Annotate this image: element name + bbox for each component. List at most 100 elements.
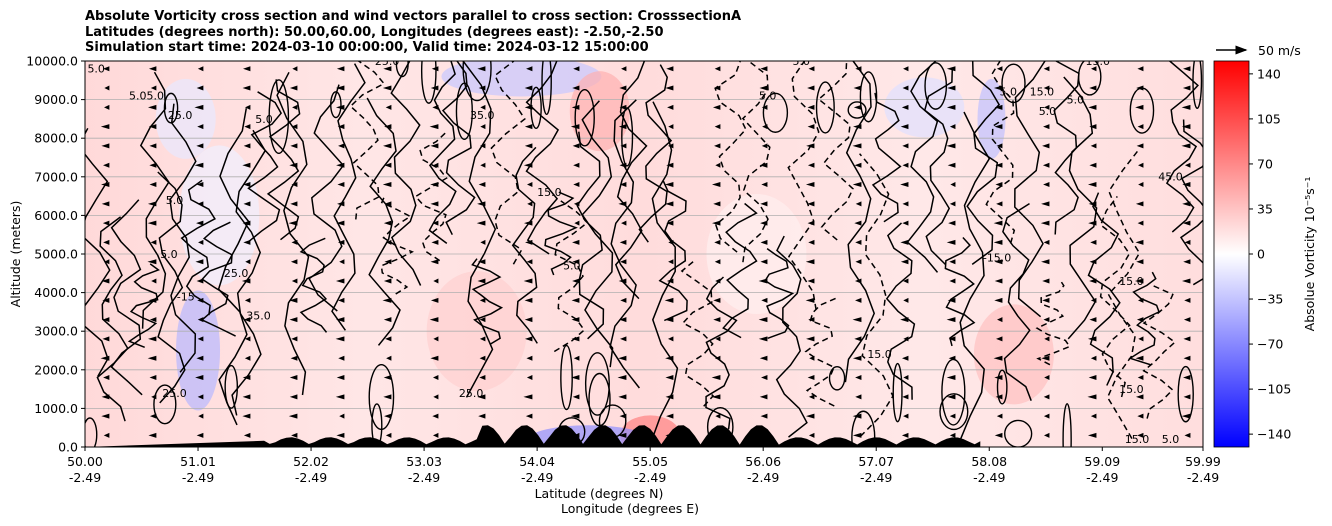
wind-vector (571, 336, 580, 342)
x-tick-label-longitude: -2.49 (182, 470, 214, 485)
wind-vector (902, 394, 909, 400)
wind-vector (903, 413, 909, 419)
wind-vector (290, 355, 298, 361)
contour-line (85, 127, 111, 377)
wind-vector (902, 278, 909, 284)
wind-vector (574, 220, 580, 226)
x-tick-label-latitude: 56.06 (745, 454, 781, 469)
x-tick-label-longitude: -2.49 (521, 470, 553, 485)
wind-vector (292, 66, 298, 72)
wind-vector (1090, 239, 1097, 245)
wind-vector (570, 124, 580, 130)
x-tick-label-latitude: 59.09 (1084, 454, 1120, 469)
wind-vector (430, 259, 439, 265)
contour-line (1128, 271, 1160, 366)
figure-title: Absolute Vorticity cross section and win… (85, 9, 741, 56)
wind-vector (573, 201, 580, 207)
wind-vector (103, 375, 110, 381)
wind-vector (993, 355, 1003, 361)
wind-vector (855, 201, 862, 207)
wind-vector (524, 336, 533, 342)
colorbar-tick-label: 140 (1257, 66, 1281, 81)
wind-vector (433, 394, 439, 400)
wind-vector (996, 66, 1003, 72)
wind-vector (1087, 432, 1097, 438)
wind-vector (478, 85, 486, 91)
wind-vector (242, 220, 251, 226)
contour-cell (85, 417, 98, 447)
x-tick-label-longitude: -2.49 (408, 470, 440, 485)
wind-vector (805, 297, 815, 303)
contour-label: 5.0 (759, 90, 777, 103)
wind-vector (619, 85, 627, 91)
wind-vector (147, 220, 157, 226)
wind-vector (289, 297, 298, 303)
contour-cell (924, 62, 948, 110)
wind-vector (1043, 66, 1050, 72)
wind-vector (526, 355, 533, 361)
contour-line (462, 61, 497, 398)
wind-vector (291, 278, 298, 284)
wind-vector (665, 201, 674, 207)
wind-vector (713, 317, 721, 323)
wind-vector (1137, 413, 1144, 419)
wind-vector (573, 182, 580, 188)
wind-vector (1090, 66, 1097, 72)
wind-vector (197, 201, 204, 207)
contour-label: 5.05.0 (129, 90, 164, 103)
wind-vector (243, 432, 251, 438)
contour-cell (847, 101, 867, 119)
wind-vector (1135, 355, 1144, 361)
contour-label: 5.0 (1039, 105, 1057, 118)
wind-vector (1090, 297, 1097, 303)
wind-vector (852, 143, 862, 149)
wind-vector (664, 317, 674, 323)
wind-vector (573, 355, 580, 361)
wind-vector (995, 394, 1003, 400)
wind-vector (947, 297, 956, 303)
contour-line (366, 97, 401, 346)
wind-vector (1041, 259, 1050, 265)
wind-vector (807, 278, 815, 284)
contour-line (1142, 284, 1177, 419)
wind-vector (242, 162, 251, 168)
wind-vector (102, 336, 110, 342)
wind-vector (336, 220, 345, 226)
vector-key: 50 m/s (1216, 43, 1301, 58)
wind-vector (853, 124, 862, 130)
wind-vector (524, 124, 533, 130)
contour-label: 5.0 (1067, 93, 1085, 106)
wind-vector (714, 143, 721, 149)
wind-vector (241, 278, 251, 284)
wind-vector (1042, 278, 1050, 284)
wind-vector (527, 201, 533, 207)
wind-vector (715, 413, 721, 419)
contour-label: 35.0 (246, 310, 271, 323)
colorbar-tick-label: 105 (1257, 111, 1281, 126)
wind-vector (1182, 182, 1191, 188)
wind-vector (197, 297, 204, 303)
wind-vector (1181, 124, 1191, 130)
wind-vector (1184, 297, 1191, 303)
wind-vector (1136, 85, 1144, 91)
wind-vector (946, 317, 956, 323)
wind-vector (335, 278, 345, 284)
contour-label: 15.0 (1119, 383, 1144, 396)
wind-vector (291, 182, 298, 188)
wind-vector (431, 66, 439, 72)
wind-vector (665, 394, 674, 400)
wind-vector (1138, 162, 1144, 168)
wind-vector (808, 432, 815, 438)
wind-vector (711, 375, 721, 381)
wind-vector (477, 201, 486, 207)
contour-line (308, 84, 345, 312)
wind-vector (101, 143, 110, 149)
contour-cell (574, 89, 595, 147)
wind-vector (666, 66, 674, 72)
contour-line (714, 61, 747, 253)
wind-vector (1137, 66, 1144, 72)
contour-line (944, 236, 976, 347)
x-tick-label-longitude: -2.49 (634, 470, 666, 485)
wind-vector (477, 66, 486, 72)
